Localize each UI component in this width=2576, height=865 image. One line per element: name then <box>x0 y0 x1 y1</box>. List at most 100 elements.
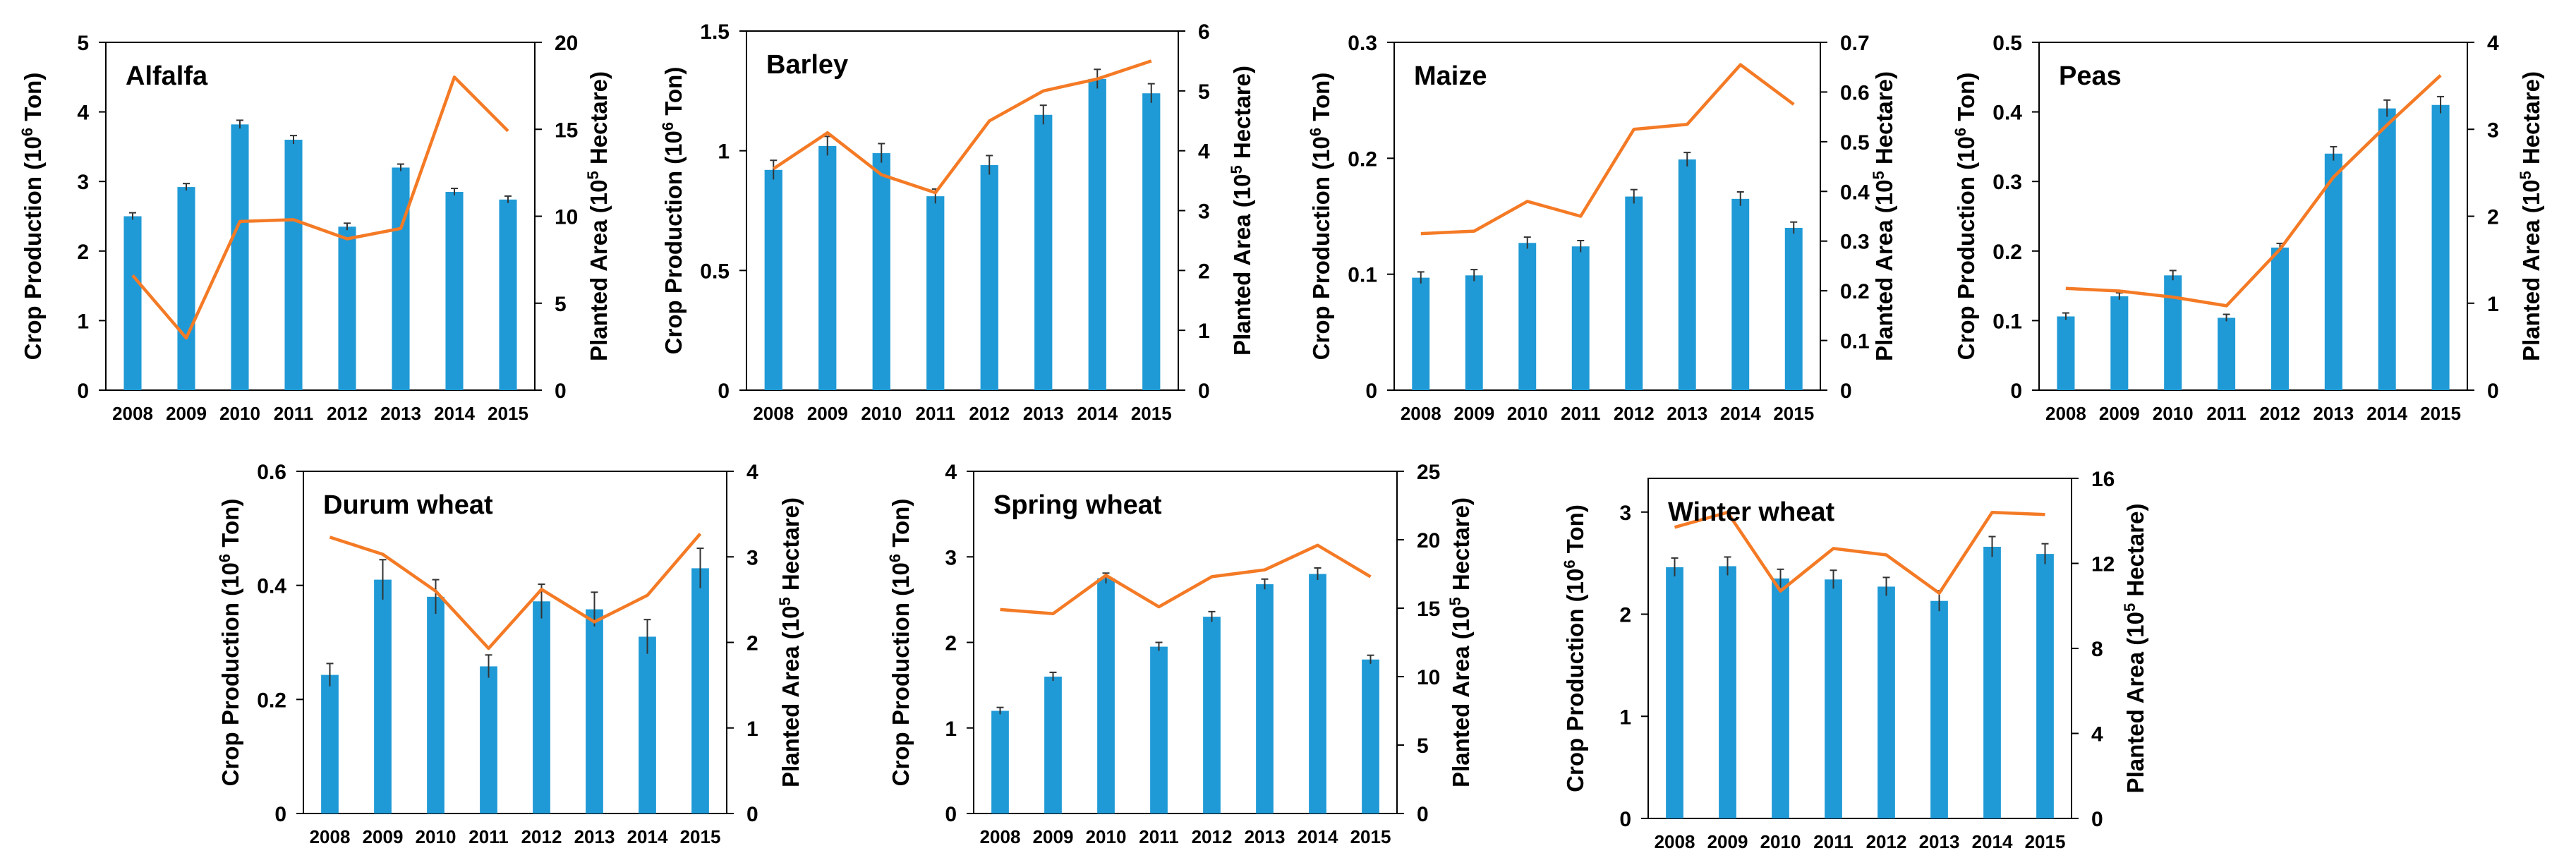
bar <box>639 636 656 813</box>
chart-panel-0: 0 1 2 3 4 5 0 5 10 15 20 2008 2009 2010 2011 2012 2013 20… <box>18 32 612 424</box>
x-tick-label: 2015 <box>1131 403 1172 424</box>
x-tick-label: 2012 <box>521 826 562 847</box>
x-tick-label: 2012 <box>969 403 1010 424</box>
chart-panel-3: 0 0.1 0.2 0.3 0.4 0.5 0 1 2 3 4 2008 2009 2010 2011 201… <box>1952 32 2544 424</box>
y-tick-label: 0.2 <box>1348 147 1377 171</box>
y2-tick-label: 10 <box>555 206 578 229</box>
y2-tick-label: 0.5 <box>1840 131 1870 155</box>
y-tick-label: 5 <box>77 32 89 55</box>
x-tick-label: 2014 <box>434 403 475 424</box>
x-tick-label: 2009 <box>1453 403 1494 424</box>
bar <box>991 710 1009 813</box>
y2-tick-label: 4 <box>2487 32 2499 55</box>
chart-title: Alfalfa <box>126 61 208 91</box>
bar <box>427 596 445 813</box>
x-tick-label: 2010 <box>219 403 260 424</box>
bar <box>1142 93 1161 390</box>
y-tick-label: 0.4 <box>1993 102 2022 125</box>
plot-frame <box>303 471 727 814</box>
bar <box>284 140 303 391</box>
x-tick-label: 2013 <box>1667 403 1707 424</box>
y2-tick-label: 5 <box>555 293 567 316</box>
x-tick-label: 2013 <box>1245 826 1286 847</box>
y2-tick-label: 0 <box>2091 808 2103 831</box>
x-tick-label: 2009 <box>1033 826 1074 847</box>
series-line <box>773 59 1152 195</box>
x-tick-label: 2010 <box>416 826 456 847</box>
y-tick-label: 3 <box>945 546 957 569</box>
y2-tick-label: 3 <box>1198 200 1210 224</box>
chart-panel-5: 0 1 2 3 4 0 5 10 15 20 25 2008 2009 2010 2011 2012 2013 2… <box>886 461 1474 847</box>
bar <box>1772 578 1789 818</box>
y-axis-label: Crop Production (106 Ton) <box>216 499 243 787</box>
y2-tick-label: 2 <box>1198 260 1210 283</box>
bar <box>231 124 249 390</box>
bar <box>1930 600 1948 818</box>
y2-tick-label: 0 <box>555 380 567 403</box>
y2-tick-label: 20 <box>1417 529 1440 552</box>
x-tick-label: 2008 <box>753 403 794 424</box>
x-tick-label: 2010 <box>1760 831 1801 852</box>
chart-title: Barley <box>766 50 848 80</box>
y-tick-label: 0.3 <box>1348 32 1377 55</box>
bar <box>445 191 464 390</box>
y-tick-label: 1.5 <box>700 20 730 44</box>
bar <box>177 187 195 390</box>
x-tick-label: 2015 <box>2420 403 2461 424</box>
x-tick-label: 2014 <box>2366 403 2407 424</box>
bar <box>1719 566 1736 818</box>
chart-panel-2: 0 0.1 0.2 0.3 0 0.1 0.2 0.3 0.4 0.5 0.6 0.7 2008 2009… <box>1307 32 1897 424</box>
y-tick-label: 0 <box>718 380 730 403</box>
y-tick-label: 0.2 <box>1993 241 2022 264</box>
y-tick-label: 1 <box>77 310 89 333</box>
y2-tick-label: 15 <box>555 119 578 142</box>
x-tick-label: 2010 <box>2153 403 2194 424</box>
y-tick-label: 1 <box>1619 706 1631 729</box>
y-tick-label: 0 <box>1619 808 1631 831</box>
chart-title: Durum wheat <box>323 490 493 520</box>
x-tick-label: 2013 <box>2313 403 2354 424</box>
bar <box>2110 296 2129 390</box>
y2-tick-label: 0.3 <box>1840 231 1870 254</box>
y-tick-label: 0.3 <box>1993 171 2022 194</box>
y2-tick-label: 16 <box>2091 468 2115 491</box>
chart-title: Peas <box>2059 61 2122 91</box>
y2-tick-label: 5 <box>1198 80 1210 104</box>
y-axis-label: Crop Production (106 Ton) <box>1561 504 1588 792</box>
x-tick-label: 2012 <box>1192 826 1233 847</box>
x-tick-label: 2015 <box>1350 826 1391 847</box>
x-tick-label: 2011 <box>468 826 508 847</box>
y2-tick-label: 1 <box>1198 320 1210 343</box>
chart-title: Maize <box>1414 61 1487 91</box>
bar <box>480 666 497 813</box>
y2-tick-label: 1 <box>2487 293 2499 316</box>
y-tick-label: 0 <box>77 380 89 403</box>
x-tick-label: 2012 <box>1866 831 1907 852</box>
y2-tick-label: 0 <box>1417 803 1429 826</box>
y-tick-label: 4 <box>77 102 89 125</box>
x-tick-label: 2015 <box>680 826 721 847</box>
y-tick-label: 3 <box>77 171 89 194</box>
y2-tick-label: 0 <box>1840 380 1852 403</box>
x-tick-label: 2008 <box>980 826 1021 847</box>
y-tick-label: 0.2 <box>257 689 286 712</box>
y-tick-label: 0.6 <box>257 461 286 484</box>
x-tick-label: 2013 <box>380 403 421 424</box>
y2-axis-label: Planted Area (105 Hectare) <box>1870 71 1897 361</box>
y2-tick-label: 0.4 <box>1840 181 1870 204</box>
y2-tick-label: 0.1 <box>1840 330 1870 353</box>
bar <box>1983 546 2001 818</box>
y2-axis-label: Planted Area (105 Hectare) <box>776 497 804 787</box>
bar <box>2057 316 2075 390</box>
x-tick-label: 2010 <box>861 403 902 424</box>
y-tick-label: 0.1 <box>1993 310 2022 333</box>
bar <box>872 153 890 390</box>
plot-frame <box>1393 42 1821 391</box>
x-tick-label: 2010 <box>1507 403 1548 424</box>
x-tick-label: 2011 <box>916 403 955 424</box>
bar <box>1150 646 1168 813</box>
bar <box>392 167 410 391</box>
bar <box>123 216 142 390</box>
x-tick-label: 2009 <box>807 403 848 424</box>
